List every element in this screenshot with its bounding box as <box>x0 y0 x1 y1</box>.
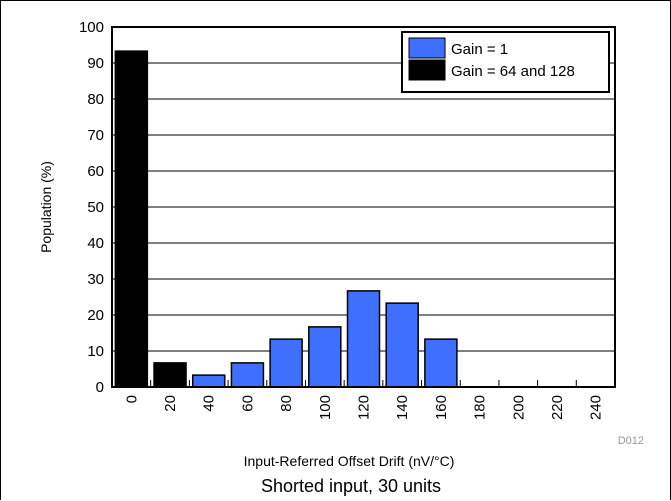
y-tick-label: 100 <box>79 19 104 36</box>
x-tick-label: 60 <box>239 395 256 412</box>
figure-code: D012 <box>618 435 644 447</box>
legend-swatch-gain-1 <box>408 37 446 59</box>
y-tick-label: 80 <box>87 91 104 108</box>
bar-gain-1 <box>269 338 303 388</box>
y-tick-label: 20 <box>87 307 104 324</box>
x-tick-labels: 0 20 40 60 80 100 120 140 160 180 200 220 240 <box>123 395 604 420</box>
x-tick-label: 120 <box>356 395 373 420</box>
y-tick-label: 90 <box>87 55 104 72</box>
x-tick-label: 100 <box>317 395 334 420</box>
bar-gain-1 <box>191 374 226 388</box>
grid-lines <box>112 62 615 352</box>
y-tick-label: 10 <box>87 343 104 360</box>
x-tick-label: 20 <box>162 395 179 412</box>
y-axis-label: Population (%) <box>38 161 54 253</box>
legend-label-gain-64-128: Gain = 64 and 128 <box>451 63 575 80</box>
bar-gain-1 <box>346 290 381 388</box>
x-tick-label: 80 <box>278 395 295 412</box>
x-tick-label: 180 <box>472 395 489 420</box>
x-tick-label: 160 <box>433 395 450 420</box>
y-tick-label: 70 <box>87 127 104 144</box>
legend-swatch-gain-64-128 <box>408 59 446 81</box>
figure-caption: Shorted input, 30 units <box>261 476 441 496</box>
x-axis-label: Input-Referred Offset Drift (nV/°C) <box>244 453 455 469</box>
bars <box>114 50 458 388</box>
x-tick-label: 200 <box>510 395 527 420</box>
x-tick-marks <box>150 380 577 387</box>
x-tick-label: 240 <box>588 395 605 420</box>
bar-gain-64-128 <box>114 50 149 388</box>
y-tick-label: 50 <box>87 199 104 216</box>
bar-gain-1 <box>308 326 342 388</box>
bar-gain-1 <box>424 338 458 388</box>
x-tick-label: 220 <box>549 395 566 420</box>
y-tick-label: 60 <box>87 163 104 180</box>
y-tick-label: 40 <box>87 235 104 252</box>
bar-gain-1 <box>385 302 419 388</box>
legend-label-gain-1: Gain = 1 <box>451 41 508 58</box>
x-tick-label: 40 <box>201 395 218 412</box>
bar-gain-64-128 <box>153 362 187 388</box>
bar-gain-1 <box>230 362 265 388</box>
y-tick-labels: 0 10 20 30 40 50 60 70 80 90 100 <box>79 19 104 396</box>
legend: Gain = 1 Gain = 64 and 128 <box>401 31 610 93</box>
y-tick-label: 0 <box>96 379 104 396</box>
plot-border <box>111 26 616 388</box>
x-tick-label: 0 <box>123 395 140 403</box>
y-tick-label: 30 <box>87 271 104 288</box>
x-tick-label: 140 <box>394 395 411 420</box>
